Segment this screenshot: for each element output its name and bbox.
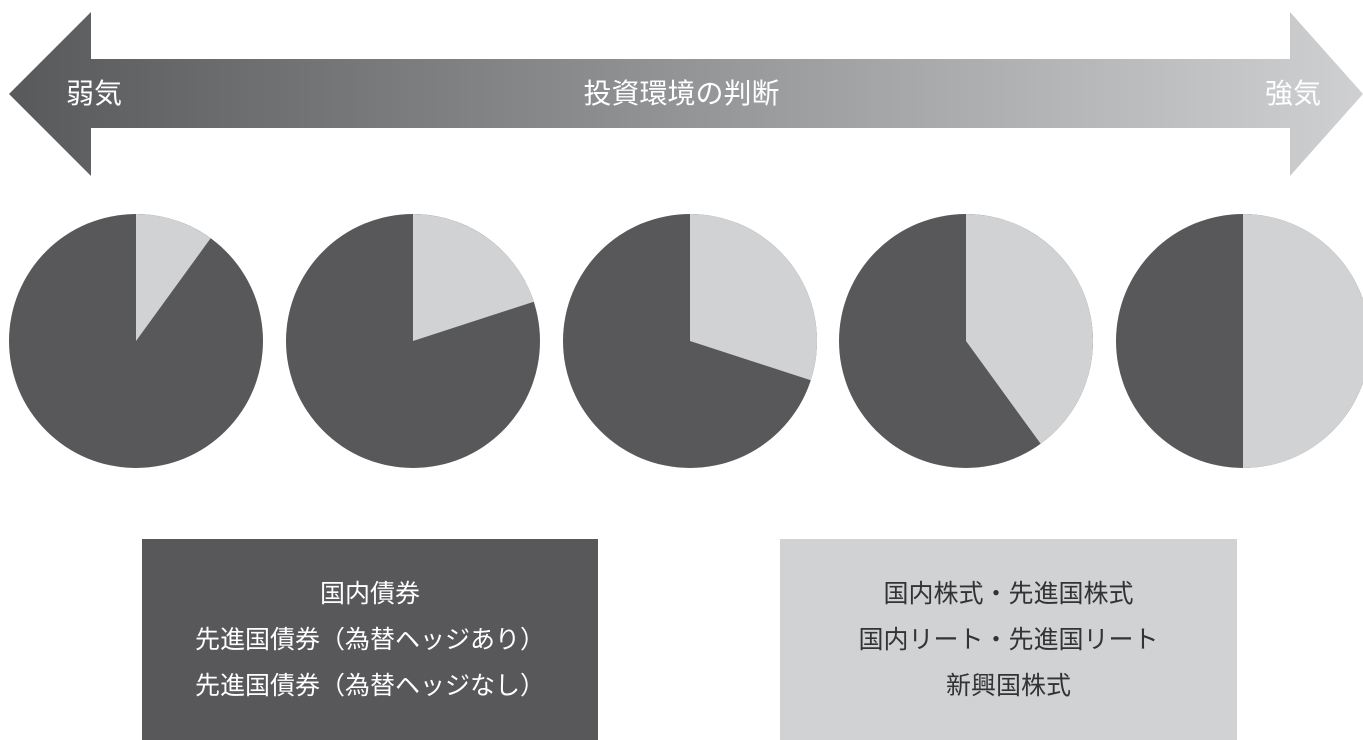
investment-judgment-label: 投資環境の判断 xyxy=(583,77,780,110)
pie-chart-3 xyxy=(563,214,817,468)
equity-asset-line: 国内リート・先進国リート xyxy=(858,624,1159,654)
investment-environment-arrow: 弱気 投資環境の判断 強気 xyxy=(0,0,1363,180)
pie-dark-slice xyxy=(286,214,540,468)
bearish-label: 弱気 xyxy=(66,77,123,110)
pie-dark-slice xyxy=(9,214,263,468)
equity-asset-line: 国内株式・先進国株式 xyxy=(883,578,1134,608)
pie-chart-5 xyxy=(1116,214,1363,468)
pie-chart-2 xyxy=(286,214,540,468)
bond-asset-line: 国内債券 xyxy=(319,578,420,608)
bond-asset-line: 先進国債券（為替ヘッジあり） xyxy=(194,624,545,654)
pie-dark-slice xyxy=(1116,214,1363,468)
pie-light-slice xyxy=(136,214,211,341)
pie-chart-1 xyxy=(9,214,263,468)
pie-light-slice xyxy=(413,214,534,341)
pie-light-slice xyxy=(1243,214,1363,468)
equity-assets-legend: 国内株式・先進国株式 国内リート・先進国リート 新興国株式 xyxy=(780,539,1237,740)
pie-dark-slice xyxy=(839,214,1093,468)
pie-light-slice xyxy=(690,214,817,381)
bond-assets-legend: 国内債券 先進国債券（為替ヘッジあり） 先進国債券（為替ヘッジなし） xyxy=(142,539,598,740)
pie-light-slice xyxy=(966,214,1094,444)
bullish-label: 強気 xyxy=(1264,77,1321,110)
pie-dark-slice xyxy=(563,214,817,468)
double-arrow-shape xyxy=(9,12,1363,176)
bond-asset-line: 先進国債券（為替ヘッジなし） xyxy=(194,670,545,700)
pie-chart-4 xyxy=(839,214,1094,468)
equity-asset-line: 新興国株式 xyxy=(945,670,1071,700)
